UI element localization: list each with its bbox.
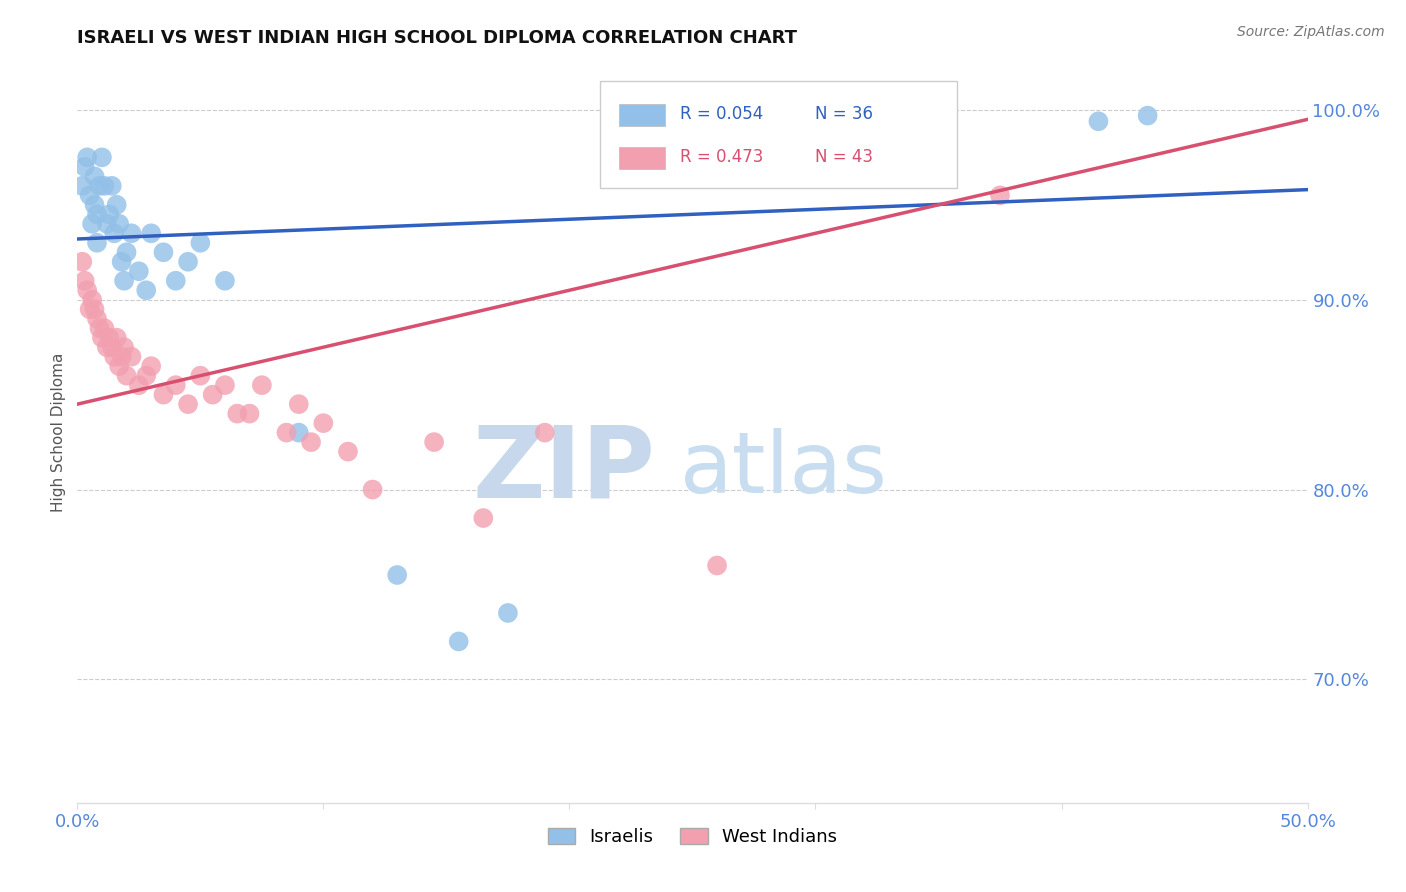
Point: [534, 425, 557, 440]
Point: [76, 150, 98, 164]
Point: [337, 444, 360, 458]
Point: [128, 378, 150, 392]
Point: [89, 321, 111, 335]
Point: [82, 217, 104, 231]
Point: [288, 397, 311, 411]
Point: [111, 254, 132, 268]
Point: [86, 311, 108, 326]
Point: [706, 558, 728, 573]
Point: [121, 227, 143, 241]
Point: [447, 634, 470, 648]
Point: [112, 274, 135, 288]
Point: [76, 283, 98, 297]
Point: [90, 331, 114, 345]
Legend: Israelis, West Indians: Israelis, West Indians: [541, 821, 844, 853]
Point: [90, 150, 114, 164]
Point: [423, 435, 446, 450]
Point: [93, 178, 115, 193]
Point: [83, 169, 105, 184]
Text: ZIP: ZIP: [472, 421, 655, 518]
Point: [135, 283, 157, 297]
Point: [1136, 109, 1159, 123]
Point: [214, 378, 236, 392]
Text: N = 43: N = 43: [815, 148, 873, 166]
Point: [165, 378, 187, 392]
Point: [214, 274, 236, 288]
Point: [73, 274, 96, 288]
Point: [73, 160, 96, 174]
Text: atlas: atlas: [681, 428, 889, 511]
Point: [82, 293, 104, 307]
Point: [496, 606, 519, 620]
Point: [1087, 114, 1109, 128]
Point: [108, 359, 131, 374]
Point: [135, 368, 157, 383]
Point: [96, 340, 118, 354]
FancyBboxPatch shape: [619, 147, 665, 169]
Point: [103, 227, 125, 241]
Point: [115, 368, 138, 383]
Point: [101, 340, 124, 354]
Point: [152, 245, 174, 260]
Point: [288, 425, 311, 440]
Point: [83, 302, 105, 317]
Text: N = 36: N = 36: [815, 105, 873, 123]
Text: ISRAELI VS WEST INDIAN HIGH SCHOOL DIPLOMA CORRELATION CHART: ISRAELI VS WEST INDIAN HIGH SCHOOL DIPLO…: [77, 29, 797, 47]
Point: [472, 511, 495, 525]
Point: [128, 264, 150, 278]
Point: [96, 217, 118, 231]
Point: [250, 378, 273, 392]
Text: Source: ZipAtlas.com: Source: ZipAtlas.com: [1237, 25, 1385, 39]
Point: [103, 350, 125, 364]
Point: [165, 274, 187, 288]
Point: [70, 254, 93, 268]
Point: [79, 302, 101, 317]
Text: R = 0.473: R = 0.473: [681, 148, 763, 166]
Point: [86, 207, 108, 221]
Text: R = 0.054: R = 0.054: [681, 105, 763, 123]
Point: [101, 178, 124, 193]
Point: [361, 483, 384, 497]
Point: [105, 331, 128, 345]
Point: [93, 321, 115, 335]
Point: [105, 198, 128, 212]
Point: [201, 387, 224, 401]
Point: [188, 235, 212, 250]
Point: [177, 397, 200, 411]
Point: [385, 568, 409, 582]
Point: [276, 425, 298, 440]
Point: [177, 254, 200, 268]
Point: [988, 188, 1011, 202]
Point: [83, 198, 105, 212]
FancyBboxPatch shape: [600, 81, 957, 188]
Point: [141, 227, 163, 241]
Point: [98, 331, 121, 345]
Point: [79, 188, 101, 202]
Point: [152, 387, 174, 401]
Point: [141, 359, 163, 374]
Point: [111, 350, 132, 364]
Point: [98, 207, 121, 221]
Point: [70, 178, 93, 193]
Point: [188, 368, 212, 383]
FancyBboxPatch shape: [619, 103, 665, 126]
Point: [299, 435, 322, 450]
Point: [112, 340, 135, 354]
Point: [239, 407, 262, 421]
Point: [89, 178, 111, 193]
Point: [86, 235, 108, 250]
Y-axis label: High School Diploma: High School Diploma: [51, 353, 66, 512]
Point: [226, 407, 249, 421]
Point: [312, 416, 335, 430]
Point: [121, 350, 143, 364]
Point: [108, 217, 131, 231]
Point: [115, 245, 138, 260]
